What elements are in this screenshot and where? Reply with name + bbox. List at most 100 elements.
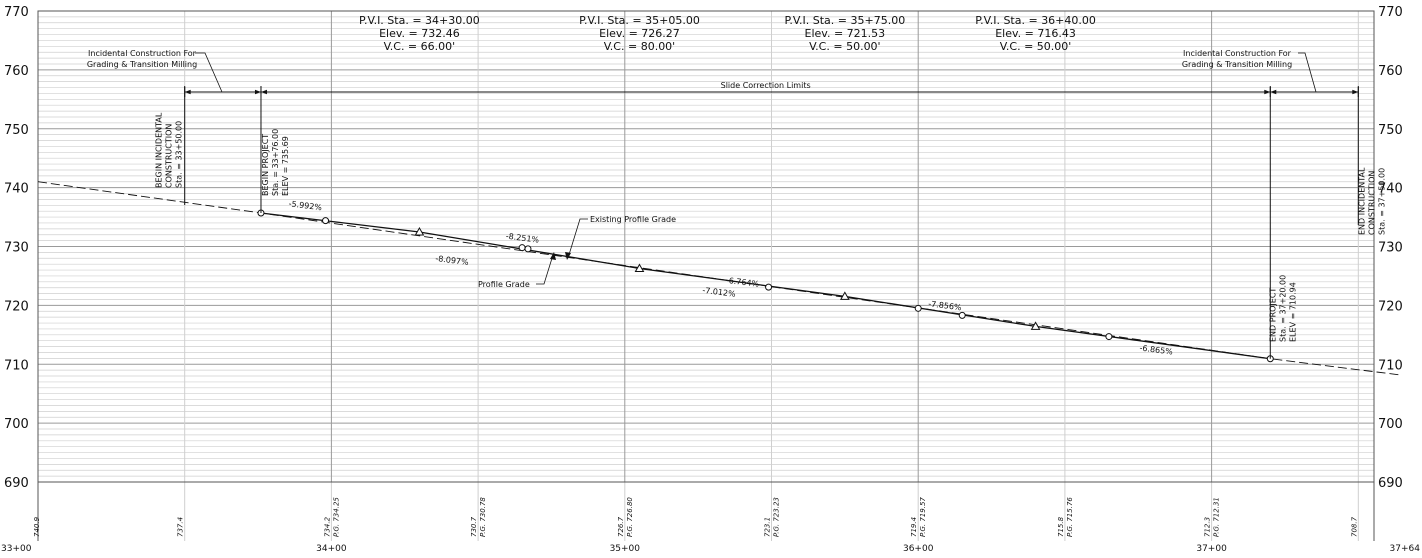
incidental-left-label: Incidental Construction For — [88, 49, 197, 58]
profile-elevation-label: P.G. 734.25 — [332, 497, 340, 537]
x-tick-label: 36+00 — [903, 544, 934, 554]
end-project-label: ELEV = 710.94 — [1288, 282, 1297, 342]
y-tick-label-left: 730 — [4, 241, 29, 256]
grade-percent-label: -7.856% — [928, 299, 963, 312]
existing-elevation-label: 726.7 — [617, 516, 625, 537]
end-project-label: Sta. = 37+20.00 — [1278, 275, 1287, 342]
vertex-circle-marker — [765, 283, 773, 291]
dimension-arrowhead — [1264, 89, 1271, 95]
grade-percent-label: -7.012% — [702, 286, 737, 299]
x-tick-label: 35+00 — [610, 544, 641, 554]
slide-correction-label: Slide Correction Limits — [721, 81, 811, 90]
y-tick-label-left: 770 — [4, 5, 29, 20]
grade-percent-label: -5.992% — [288, 199, 323, 212]
incidental-right-label: Incidental Construction For — [1183, 49, 1292, 58]
y-tick-label-left: 700 — [4, 417, 29, 432]
incidental-right-label: Grading & Transition Milling — [1182, 60, 1292, 69]
incidental-left-leader — [195, 52, 223, 93]
y-tick-label-left: 750 — [4, 123, 29, 138]
labels: 690 690 700 700 710 710 720 720 730 730 740 740 750 7… — [1, 5, 1420, 554]
grade-percent-label: -8.251% — [505, 232, 540, 245]
y-tick-label-right: 710 — [1378, 358, 1403, 373]
y-tick-label-right: 690 — [1378, 476, 1403, 491]
pvi-label-line: Elev. = 726.27 — [599, 27, 680, 40]
end-incidental-label: END INCIDENTAL — [1357, 167, 1366, 235]
pvi-label-line: V.C. = 50.00' — [1000, 40, 1072, 53]
profile-elevation-label: P.G. 715.76 — [1066, 497, 1074, 537]
vertex-circle-marker — [1105, 333, 1113, 341]
existing-grade-label: Existing Profile Grade — [590, 215, 676, 224]
existing-grade-leader — [567, 218, 588, 259]
pvi-label-line: Elev. = 721.53 — [805, 27, 886, 40]
y-tick-label-left: 740 — [4, 182, 29, 197]
profile-grade-leader — [536, 254, 554, 285]
x-tick-label: 37+00 — [1196, 544, 1227, 554]
pvi-label-line: Elev. = 716.43 — [995, 27, 1076, 40]
pvi-label-line: P.V.I. Sta. = 36+40.00 — [975, 14, 1096, 27]
vertex-circle-marker — [914, 304, 922, 312]
existing-elevation-label: 730.7 — [470, 516, 478, 537]
pvi-label-line: Elev. = 732.46 — [379, 27, 460, 40]
existing-grade-arrow — [565, 252, 571, 260]
existing-elevation-label: 719.4 — [910, 517, 918, 537]
existing-elevation-label: 715.8 — [1057, 516, 1065, 537]
pvi-label-line: P.V.I. Sta. = 34+30.00 — [359, 14, 480, 27]
pvi-triangle-marker — [414, 227, 425, 236]
incidental-right-leader — [1298, 52, 1317, 93]
y-tick-label-right: 700 — [1378, 417, 1403, 432]
begin-project-label: Sta. = 33+76.00 — [271, 129, 280, 196]
existing-elevation-label: 740.9 — [33, 516, 41, 537]
profile-elevation-label: P.G. 712.31 — [1213, 497, 1221, 537]
end-project-label: END PROJECT — [1268, 288, 1277, 342]
dimension-arrowhead — [1352, 89, 1359, 95]
pvi-label-line: V.C. = 66.00' — [384, 40, 456, 53]
y-tick-label-right: 770 — [1378, 5, 1403, 20]
profile-elevation-label: P.G. 723.23 — [773, 497, 781, 537]
grade-percent-label: -6.865% — [1139, 343, 1174, 356]
profile-grade-label: Profile Grade — [478, 280, 530, 289]
y-tick-label-right: 760 — [1378, 64, 1403, 79]
y-tick-label-left: 690 — [4, 476, 29, 491]
vertex-circle-marker — [518, 244, 526, 252]
pvi-label-line: P.V.I. Sta. = 35+75.00 — [784, 14, 905, 27]
x-tick-label: 33+00 — [1, 544, 32, 554]
y-tick-label-left: 710 — [4, 358, 29, 373]
begin-incidental-label: CONSTRUCTION — [165, 124, 174, 188]
vertex-circle-marker — [322, 217, 330, 225]
dimension-arrowhead — [184, 89, 191, 95]
begin-project-label: ELEV = 735.69 — [281, 136, 290, 196]
begin-incidental-label: Sta. = 33+50.00 — [175, 121, 184, 188]
plot-frame — [37, 10, 1375, 483]
y-tick-label-right: 730 — [1378, 241, 1403, 256]
y-tick-label-right: 720 — [1378, 299, 1403, 314]
y-tick-label-left: 760 — [4, 64, 29, 79]
dimension-arrowhead — [1270, 89, 1277, 95]
y-tick-label-right: 740 — [1378, 182, 1403, 197]
pvi-label-line: P.V.I. Sta. = 35+05.00 — [579, 14, 700, 27]
y-tick-label-right: 750 — [1378, 123, 1403, 138]
pvi-label-line: V.C. = 80.00' — [604, 40, 676, 53]
existing-elevation-label: 712.3 — [1204, 517, 1212, 537]
profile-elevation-label: P.G. 730.78 — [479, 497, 487, 537]
existing-elevation-label: 708.7 — [1350, 516, 1358, 537]
x-tick-label: 37+64 — [1390, 544, 1421, 554]
pvi-triangle-marker — [634, 263, 645, 272]
y-tick-label-left: 720 — [4, 299, 29, 314]
existing-elevation-label: 723.1 — [764, 517, 772, 537]
dimension-arrowhead — [260, 89, 267, 95]
existing-elevation-label: 734.2 — [323, 516, 331, 537]
vertex-circle-marker — [958, 311, 966, 319]
grade-percent-label: -8.097% — [435, 254, 470, 267]
existing-elevation-label: 737.4 — [177, 517, 185, 537]
x-tick-label: 34+00 — [316, 544, 347, 554]
end-incidental-label: CONSTRUCTION — [1367, 171, 1376, 235]
profile-grade-arrow — [550, 252, 556, 260]
begin-project-label: BEGIN PROJECT — [261, 134, 270, 196]
begin-incidental-label: BEGIN INCIDENTAL — [155, 112, 164, 188]
pvi-triangle-marker — [1030, 321, 1041, 330]
pvi-label-line: V.C. = 50.00' — [809, 40, 881, 53]
pvi-triangle-marker — [839, 291, 850, 300]
grade-percent-label: -6.764% — [725, 276, 760, 289]
